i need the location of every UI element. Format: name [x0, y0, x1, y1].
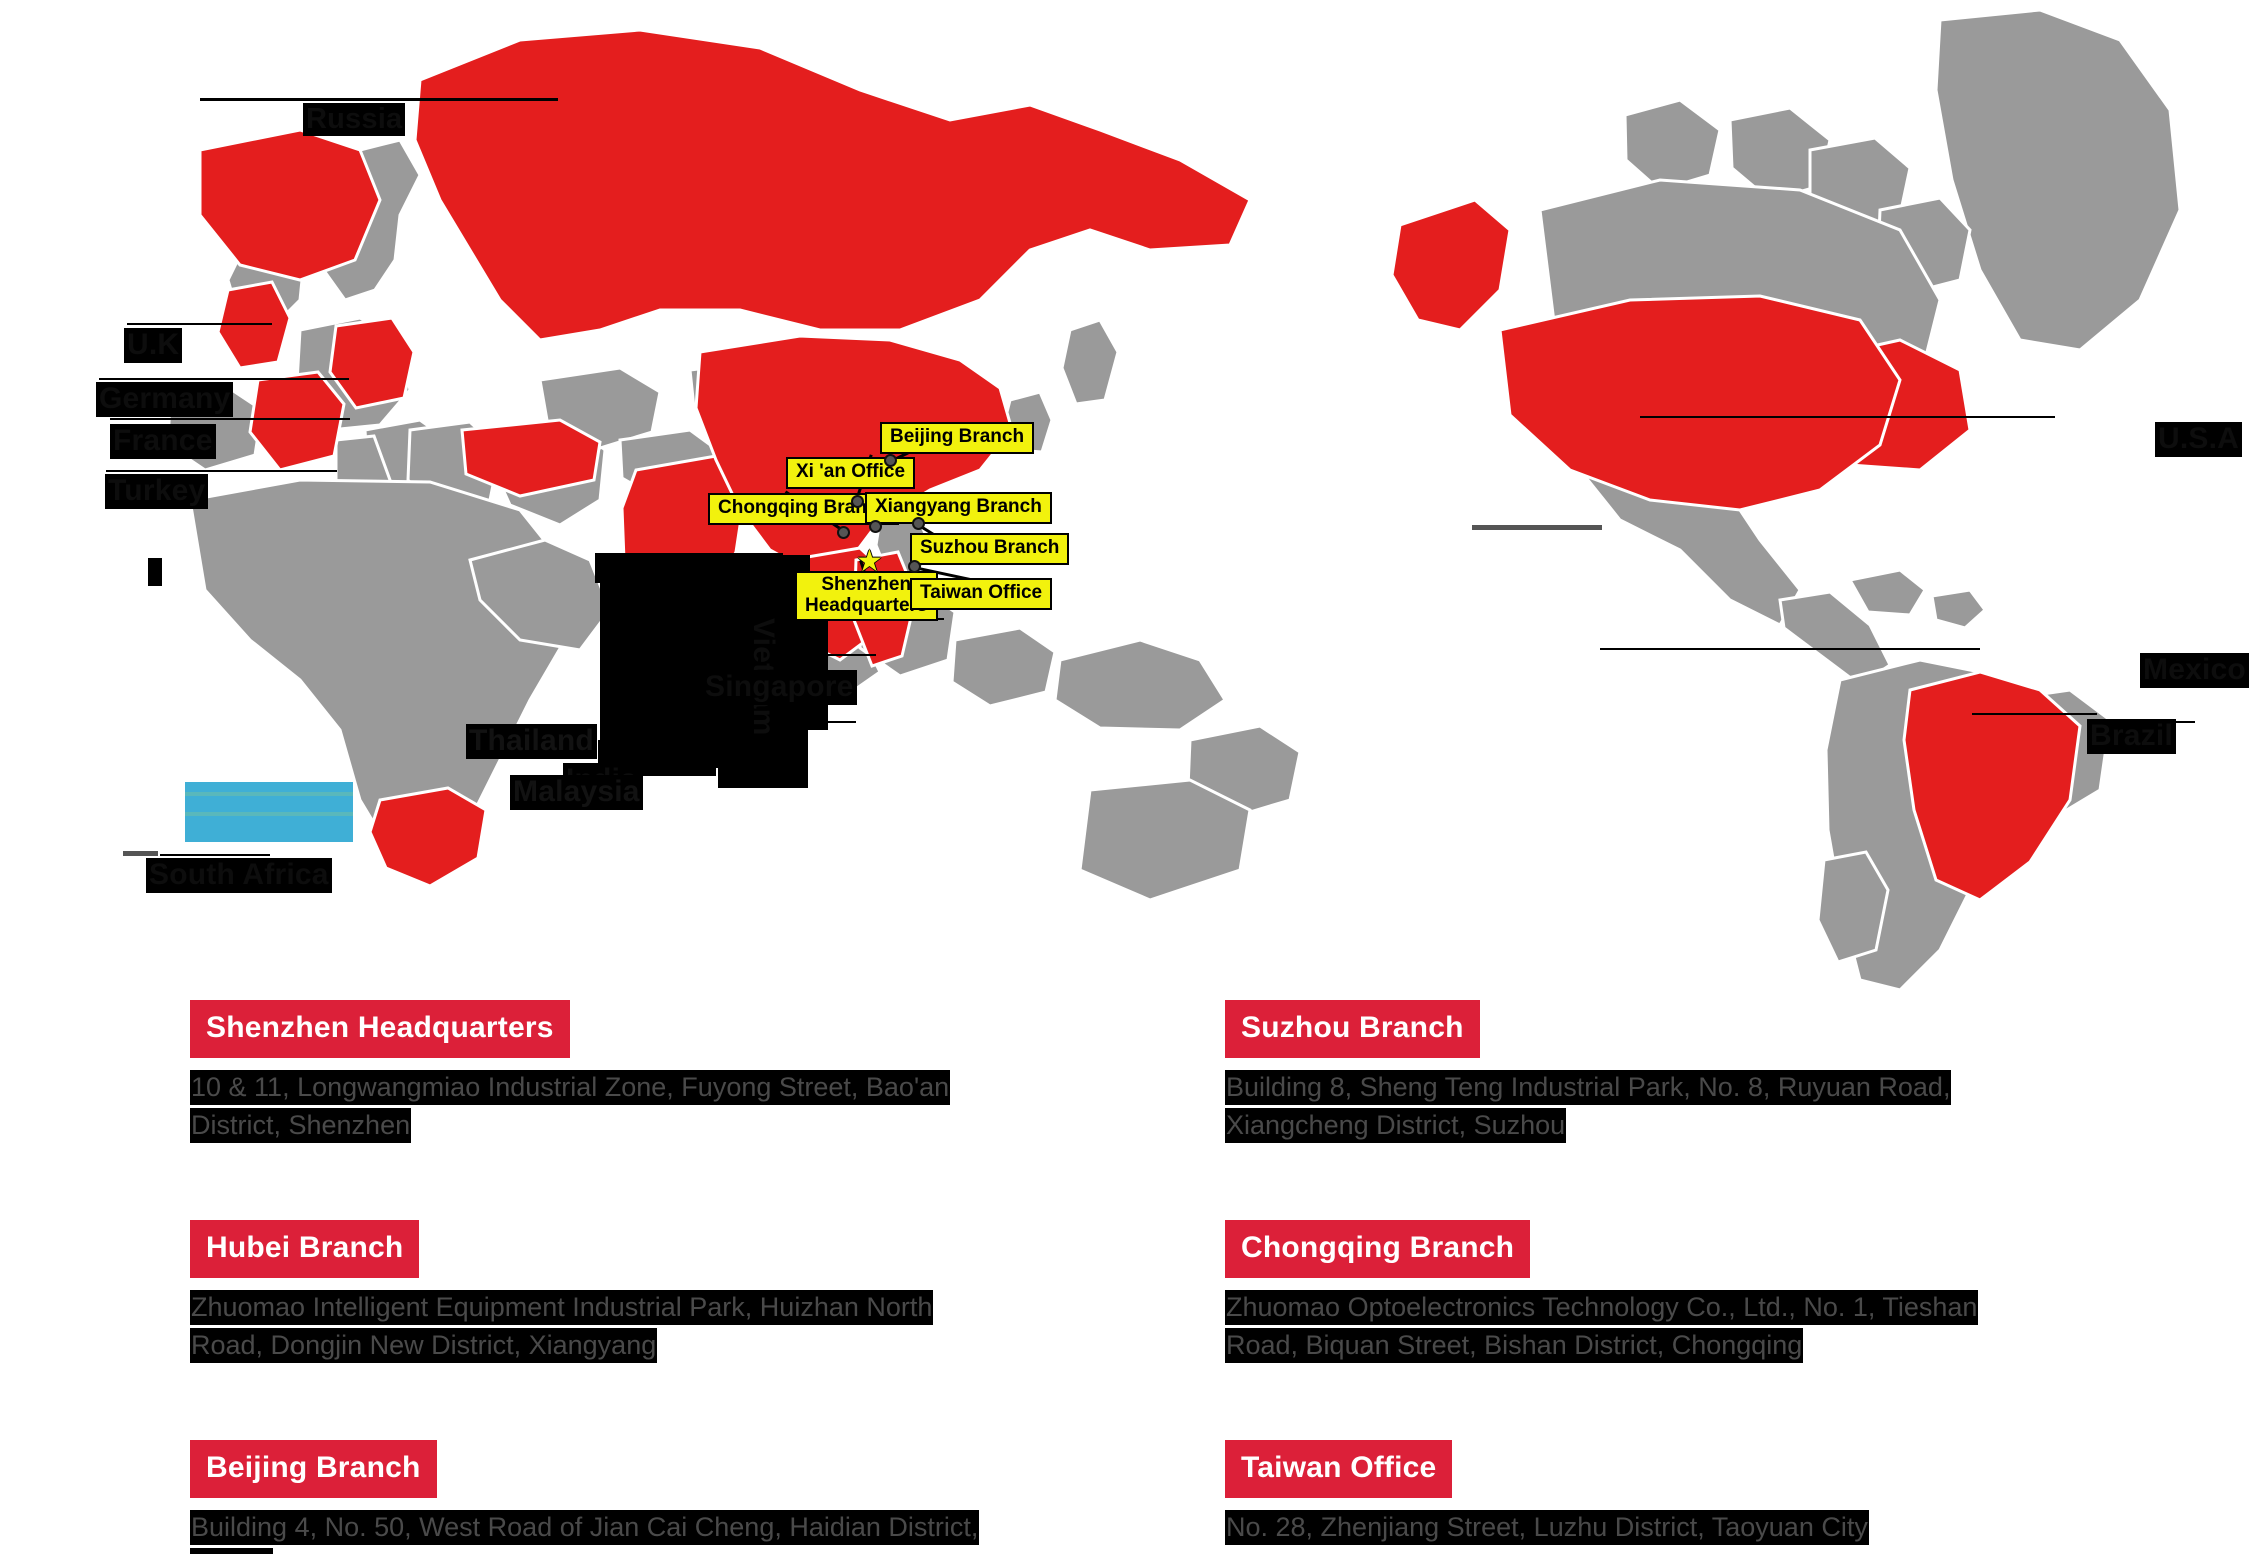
country-label-uk: U.K: [124, 328, 183, 363]
address-text-suzhou: Building 8, Sheng Teng Industrial Park, …: [1225, 1068, 2145, 1145]
address-entry-shenzhen: Shenzhen Headquarters 10 & 11, Longwangm…: [190, 1000, 1190, 1145]
address-entry-hubei: Hubei Branch Zhuomao Intelligent Equipme…: [190, 1220, 1190, 1365]
address-entry-taiwan: Taiwan Office No. 28, Zhenjiang Street, …: [1225, 1440, 2225, 1546]
leader-russia: [200, 98, 558, 101]
address-badge-shenzhen[interactable]: Shenzhen Headquarters: [190, 1000, 570, 1058]
country-label-usa: U.S.A: [2155, 422, 2243, 457]
callout-xiangyang-branch[interactable]: Xiangyang Branch: [865, 492, 1052, 524]
leader-south-africa: [160, 854, 270, 856]
callout-shenzhen-line-2: Headquarters: [805, 594, 928, 616]
leader-mexico: [1600, 648, 1980, 650]
address-line: Beijing: [190, 1548, 274, 1554]
world-map-graphic: Russia U.K Germany France Turkey India I…: [96, 8, 2249, 992]
address-text-hubei: Zhuomao Intelligent Equipment Industrial…: [190, 1288, 1110, 1365]
leader-mexico-stub: [1472, 525, 1602, 530]
ocean-artifact-stripe-1: [185, 792, 353, 796]
callout-beijing-branch[interactable]: Beijing Branch: [880, 422, 1035, 454]
address-text-shenzhen: 10 & 11, Longwangmiao Industrial Zone, F…: [190, 1068, 1110, 1145]
address-line: Road, Dongjin New District, Xiangyang: [190, 1328, 658, 1364]
pin-dot-chongqing[interactable]: [837, 526, 850, 539]
address-badge-taiwan[interactable]: Taiwan Office: [1225, 1440, 1453, 1498]
eastern-hemisphere-map: [166, 28, 1302, 902]
country-label-turkey: Turkey: [105, 474, 209, 509]
leader-germany: [99, 378, 349, 380]
country-label-brazil: Brazil: [2087, 719, 2176, 754]
callout-suzhou-branch[interactable]: Suzhou Branch: [910, 533, 1070, 565]
pin-dot-suzhou[interactable]: [912, 517, 925, 530]
country-label-germany: Germany: [96, 382, 234, 417]
address-badge-hubei[interactable]: Hubei Branch: [190, 1220, 420, 1278]
address-line: Building 4, No. 50, West Road of Jian Ca…: [190, 1510, 980, 1545]
landmasses-highlighted-red: [1390, 198, 2082, 902]
address-line: Zhuomao Intelligent Equipment Industrial…: [190, 1290, 934, 1325]
leader-france: [110, 418, 350, 420]
leader-brazil: [1972, 713, 2097, 715]
address-badge-beijing[interactable]: Beijing Branch: [190, 1440, 437, 1498]
address-line: Road, Biquan Street, Bishan District, Ch…: [1225, 1328, 1804, 1364]
western-hemisphere-map: [1390, 8, 2182, 992]
address-line: Zhuomao Optoelectronics Technology Co., …: [1225, 1290, 1979, 1325]
country-label-thailand: Thailand: [466, 724, 597, 759]
ocean-artifact-stripe-2: [185, 812, 353, 816]
callout-xian-office[interactable]: Xi 'an Office: [786, 457, 916, 489]
occlusion-block-india-top: [595, 553, 783, 583]
leader-south-africa-stub: [123, 851, 158, 856]
address-entry-suzhou: Suzhou Branch Building 8, Sheng Teng Ind…: [1225, 1000, 2225, 1145]
address-line: Building 8, Sheng Teng Industrial Park, …: [1225, 1070, 1952, 1105]
address-line: No. 28, Zhenjiang Street, Luzhu District…: [1225, 1510, 1869, 1545]
landmasses-grey: [1538, 8, 2182, 992]
leader-thailand: [639, 600, 739, 602]
address-entry-chongqing: Chongqing Branch Zhuomao Optoelectronics…: [1225, 1220, 2225, 1365]
pin-dot-xian[interactable]: [851, 495, 864, 508]
callout-shenzhen-line-1: Shenzhen: [821, 574, 912, 595]
address-badge-chongqing[interactable]: Chongqing Branch: [1225, 1220, 1531, 1278]
address-line: 10 & 11, Longwangmiao Industrial Zone, F…: [190, 1070, 951, 1105]
address-text-chongqing: Zhuomao Optoelectronics Technology Co., …: [1225, 1288, 2145, 1365]
address-text-beijing: Building 4, No. 50, West Road of Jian Ca…: [190, 1508, 1110, 1554]
pin-dot-taiwan[interactable]: [908, 560, 921, 573]
country-label-russia: Russia: [303, 103, 406, 137]
country-label-mexico: Mexico: [2140, 653, 2249, 688]
office-address-list: Shenzhen Headquarters 10 & 11, Longwangm…: [0, 990, 2259, 1554]
leader-malaysia: [761, 654, 876, 656]
address-text-taiwan: No. 28, Zhenjiang Street, Luzhu District…: [1225, 1508, 2145, 1546]
leader-usa: [1640, 416, 2055, 418]
leader-turkey: [106, 470, 337, 472]
occlusion-block-atlantic: [148, 558, 162, 586]
address-badge-suzhou[interactable]: Suzhou Branch: [1225, 1000, 1480, 1058]
country-label-malaysia: Malaysia: [510, 775, 643, 810]
pin-dot-beijing[interactable]: [884, 454, 897, 467]
address-entry-beijing: Beijing Branch Building 4, No. 50, West …: [190, 1440, 1190, 1554]
country-label-south-africa: South Africa: [146, 858, 332, 893]
address-line: District, Shenzhen: [190, 1108, 412, 1144]
leader-singapore-stub: [650, 719, 710, 721]
pin-dot-xiangyang[interactable]: [869, 520, 882, 533]
pin-star-shenzhen-headquarters[interactable]: ★: [856, 545, 883, 578]
country-label-singapore: Singapore: [702, 670, 857, 705]
callout-taiwan-office[interactable]: Taiwan Office: [910, 578, 1053, 610]
leader-uk: [127, 323, 272, 325]
country-label-france: France: [110, 424, 216, 459]
address-line: Xiangcheng District, Suzhou: [1225, 1108, 1567, 1144]
